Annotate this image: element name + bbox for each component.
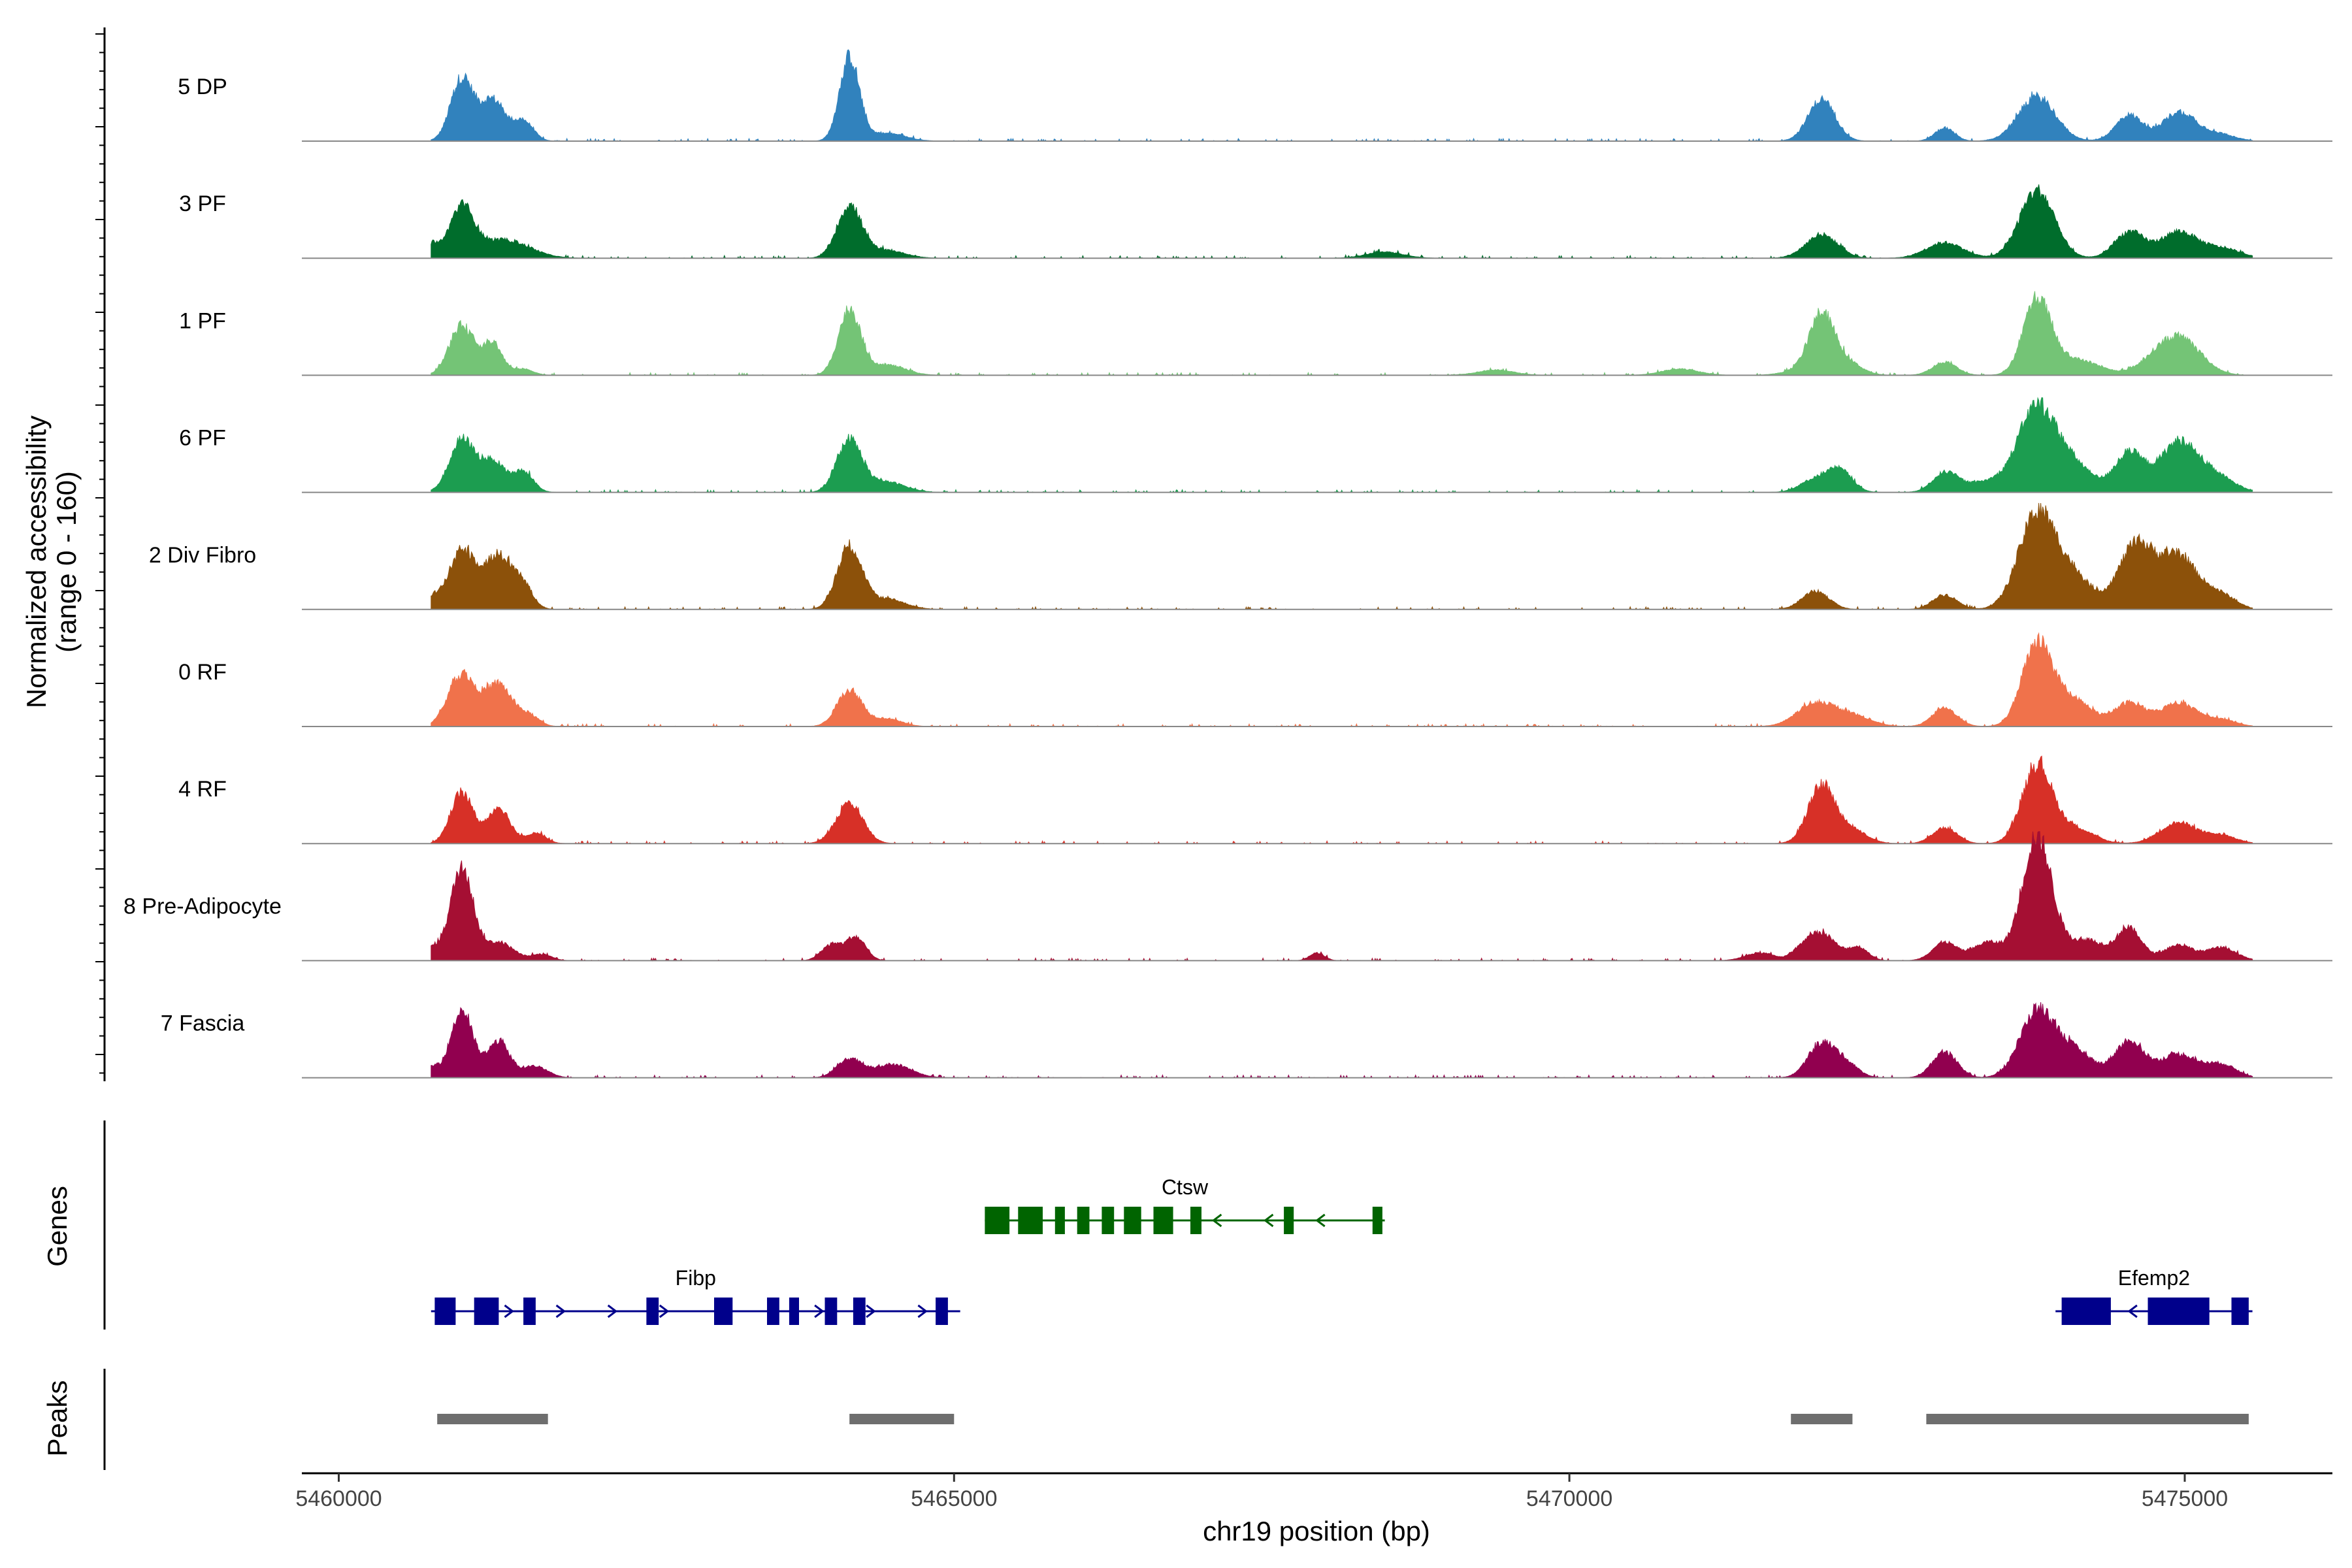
y-axis-title-line1: Normalized accessibility (21, 416, 52, 708)
peaks-track (437, 1414, 2249, 1424)
gene-model: Fibp (431, 1266, 960, 1325)
coverage-area (431, 184, 2253, 259)
coverage-track: 7 Fascia (161, 1002, 2332, 1079)
gene-label: Ctsw (1162, 1175, 1209, 1199)
track-label: 4 RF (178, 777, 227, 802)
strand-arrow (2127, 1304, 2138, 1318)
coverage-area (431, 831, 2253, 962)
track-label: 8 Pre-Adipocyte (123, 894, 282, 919)
coverage-track: 6 PF (179, 397, 2332, 493)
coverage-track: 1 PF (179, 291, 2332, 376)
gene-exon (825, 1298, 838, 1325)
gene-exon (434, 1298, 456, 1325)
gene-exon (767, 1298, 779, 1325)
genes-panel-label: Genes (42, 1186, 73, 1267)
coverage-tracks: 5 DP 3 PF 1 PF 6 PF 2 Div Fibro 0 RF 4 RF 8 Pre… (123, 49, 2332, 1079)
track-label: 7 Fascia (161, 1011, 245, 1036)
coverage-track: 4 RF (178, 755, 2332, 845)
coverage-area (431, 1002, 2253, 1079)
x-tick-label: 5460000 (295, 1486, 382, 1511)
strand-arrow (1315, 1213, 1326, 1228)
coverage-track: 3 PF (179, 184, 2332, 259)
track-label: 0 RF (178, 660, 227, 685)
coverage-area (431, 49, 2253, 142)
strand-arrow (1264, 1213, 1274, 1228)
gene-exon (646, 1298, 659, 1325)
coverage-y-axis (95, 27, 106, 1081)
gene-exon (936, 1298, 948, 1325)
gene-exon (985, 1207, 1010, 1234)
strand-arrow (555, 1304, 566, 1318)
track-label: 6 PF (179, 426, 226, 451)
strand-arrow (607, 1304, 618, 1318)
track-label: 3 PF (179, 191, 226, 216)
gene-exon (714, 1298, 733, 1325)
peak-region (1791, 1414, 1853, 1424)
gene-label: Efemp2 (2118, 1266, 2190, 1290)
gene-exon (474, 1298, 499, 1325)
peak-region (849, 1414, 955, 1424)
gene-exon (1054, 1207, 1065, 1234)
gene-label: Fibp (676, 1266, 716, 1290)
gene-model: Ctsw (985, 1175, 1385, 1234)
gene-exon (1102, 1207, 1115, 1234)
strand-arrow (504, 1304, 514, 1318)
track-label: 1 PF (179, 308, 226, 333)
strand-arrow (1211, 1213, 1222, 1228)
gene-exon (1018, 1207, 1043, 1234)
y-axis-title-line2: (range 0 - 160) (51, 471, 82, 653)
coverage-area (431, 291, 2253, 376)
strand-arrow (917, 1304, 928, 1318)
x-axis-title: chr19 position (bp) (1203, 1516, 1430, 1546)
gene-exon (523, 1298, 536, 1325)
peaks-panel-label: Peaks (42, 1380, 73, 1457)
coverage-area (431, 755, 2253, 845)
peak-region (437, 1414, 548, 1424)
coverage-track: 2 Div Fibro (149, 502, 2332, 611)
gene-exon (2061, 1298, 2111, 1325)
x-tick-label: 5465000 (911, 1486, 997, 1511)
coverage-track: 8 Pre-Adipocyte (123, 831, 2332, 962)
coverage-track: 0 RF (178, 632, 2332, 728)
gene-exon (1124, 1207, 1141, 1234)
gene-exon (1077, 1207, 1090, 1234)
gene-exon (1284, 1207, 1294, 1234)
strand-arrow (866, 1304, 876, 1318)
gene-exon (853, 1298, 866, 1325)
coverage-area (431, 632, 2253, 728)
track-label: 2 Div Fibro (149, 543, 256, 568)
gene-exon (1153, 1207, 1173, 1234)
x-tick-label: 5475000 (2142, 1486, 2228, 1511)
gene-exon (2148, 1298, 2210, 1325)
coverage-area (431, 502, 2253, 611)
gene-annotation-track: Ctsw Fibp Efemp2 (431, 1175, 2253, 1325)
strand-arrow (659, 1304, 670, 1318)
x-tick-label: 5470000 (1526, 1486, 1612, 1511)
coverage-track: 5 DP (178, 49, 2332, 142)
coverage-area (431, 397, 2253, 493)
strand-arrow (814, 1304, 825, 1318)
gene-exon (789, 1298, 799, 1325)
gene-model: Efemp2 (2055, 1266, 2253, 1325)
x-axis-ticks: 5460000 5465000 5470000 5475000 (295, 1473, 2228, 1511)
gene-exon (1190, 1207, 1201, 1234)
track-label: 5 DP (178, 74, 227, 99)
gene-exon (1372, 1207, 1382, 1234)
gene-exon (2231, 1298, 2249, 1325)
peak-region (1926, 1414, 2249, 1424)
